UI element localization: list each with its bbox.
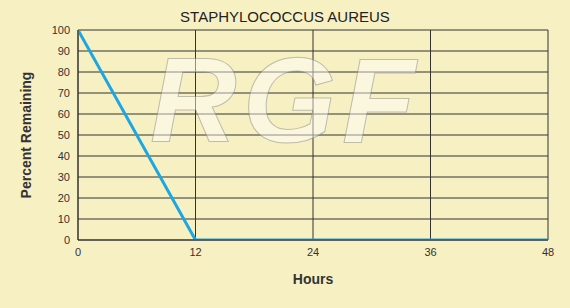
svg-text:Hours: Hours [293, 271, 334, 287]
svg-text:50: 50 [58, 129, 70, 141]
svg-text:90: 90 [58, 45, 70, 57]
svg-text:30: 30 [58, 171, 70, 183]
svg-text:100: 100 [52, 24, 70, 36]
svg-text:Percent Remaining: Percent Remaining [18, 72, 34, 199]
svg-text:70: 70 [58, 87, 70, 99]
svg-text:24: 24 [307, 246, 319, 258]
svg-text:10: 10 [58, 213, 70, 225]
svg-text:60: 60 [58, 108, 70, 120]
html-text:STAPHYLOCOCCUS AUREUS: STAPHYLOCOCCUS AUREUS [180, 8, 390, 25]
svg-text:40: 40 [58, 150, 70, 162]
svg-text:36: 36 [424, 246, 436, 258]
svg-text:48: 48 [542, 246, 554, 258]
svg-text:80: 80 [58, 66, 70, 78]
svg-text:0: 0 [64, 234, 70, 246]
svg-text:20: 20 [58, 192, 70, 204]
svg-text:12: 12 [189, 246, 201, 258]
svg-text:0: 0 [75, 246, 81, 258]
html-text:RGF: RGF [150, 33, 422, 167]
